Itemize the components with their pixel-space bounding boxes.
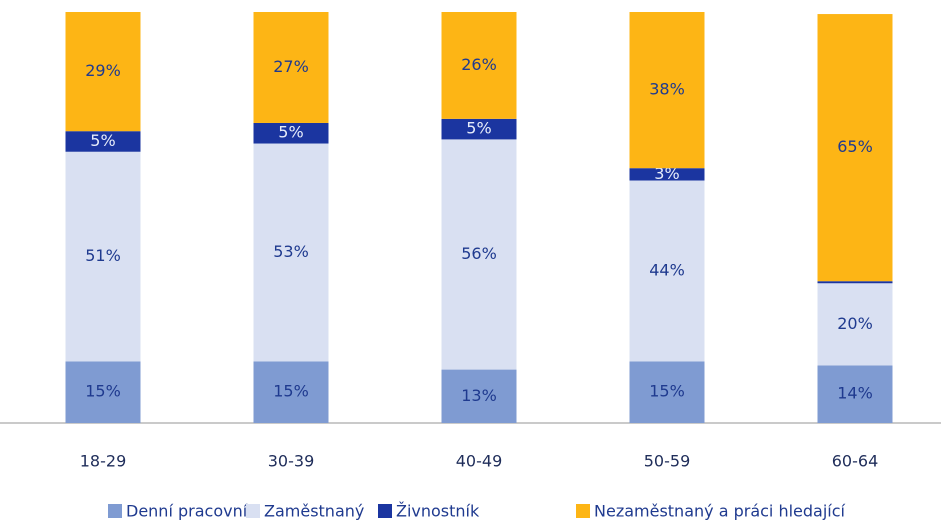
data-label: 26% — [461, 55, 497, 74]
bar-segment — [629, 12, 705, 169]
data-label: 65% — [837, 137, 873, 156]
data-label: 27% — [273, 57, 309, 76]
legend-label: Denní pracovník — [126, 502, 257, 521]
bar-segment — [253, 12, 329, 123]
bar-segment — [65, 151, 141, 362]
bar-segment — [817, 365, 893, 423]
legend-swatch — [576, 504, 590, 518]
bar-segment — [629, 168, 705, 181]
bar-segment — [629, 180, 705, 362]
data-label: 13% — [461, 386, 497, 405]
bar-segment — [441, 118, 517, 140]
data-label: 53% — [273, 242, 309, 261]
data-label: 15% — [649, 382, 685, 401]
bar-segment — [253, 361, 329, 423]
bar-segment — [441, 139, 517, 370]
bar-segment — [817, 281, 893, 284]
data-label: 15% — [273, 382, 309, 401]
bar-segment — [253, 143, 329, 362]
data-label: 20% — [837, 314, 873, 333]
x-tick-label: 60-64 — [832, 452, 879, 471]
bar-segment — [629, 361, 705, 423]
legend-swatch — [378, 504, 392, 518]
legend-label: Živnostník — [396, 502, 480, 521]
legend-swatch — [108, 504, 122, 518]
data-label: 44% — [649, 260, 685, 279]
data-label: 5% — [466, 119, 491, 138]
bar-segment — [441, 12, 517, 119]
bar-segment — [65, 131, 141, 152]
bar-segment — [65, 361, 141, 423]
data-label: 14% — [837, 384, 873, 403]
data-label: 56% — [461, 244, 497, 263]
data-label: 29% — [85, 61, 121, 80]
data-label: 51% — [85, 246, 121, 265]
data-label: 5% — [90, 131, 115, 150]
bar-segment — [65, 12, 141, 132]
bar-segment — [441, 369, 517, 423]
data-label: 38% — [649, 80, 685, 99]
data-label: 15% — [85, 382, 121, 401]
bar-segment — [817, 283, 893, 366]
legend-label: Nezaměstnaný a práci hledající — [594, 502, 846, 521]
legend-swatch — [246, 504, 260, 518]
x-tick-label: 30-39 — [268, 452, 315, 471]
x-tick-label: 40-49 — [456, 452, 503, 471]
data-label: 3% — [654, 164, 679, 183]
legend-label: Zaměstnaný — [264, 502, 364, 521]
x-tick-label: 18-29 — [80, 452, 127, 471]
bar-segment — [817, 14, 893, 282]
x-tick-label: 50-59 — [644, 452, 691, 471]
bar-segment — [253, 122, 329, 144]
data-label: 5% — [278, 123, 303, 142]
